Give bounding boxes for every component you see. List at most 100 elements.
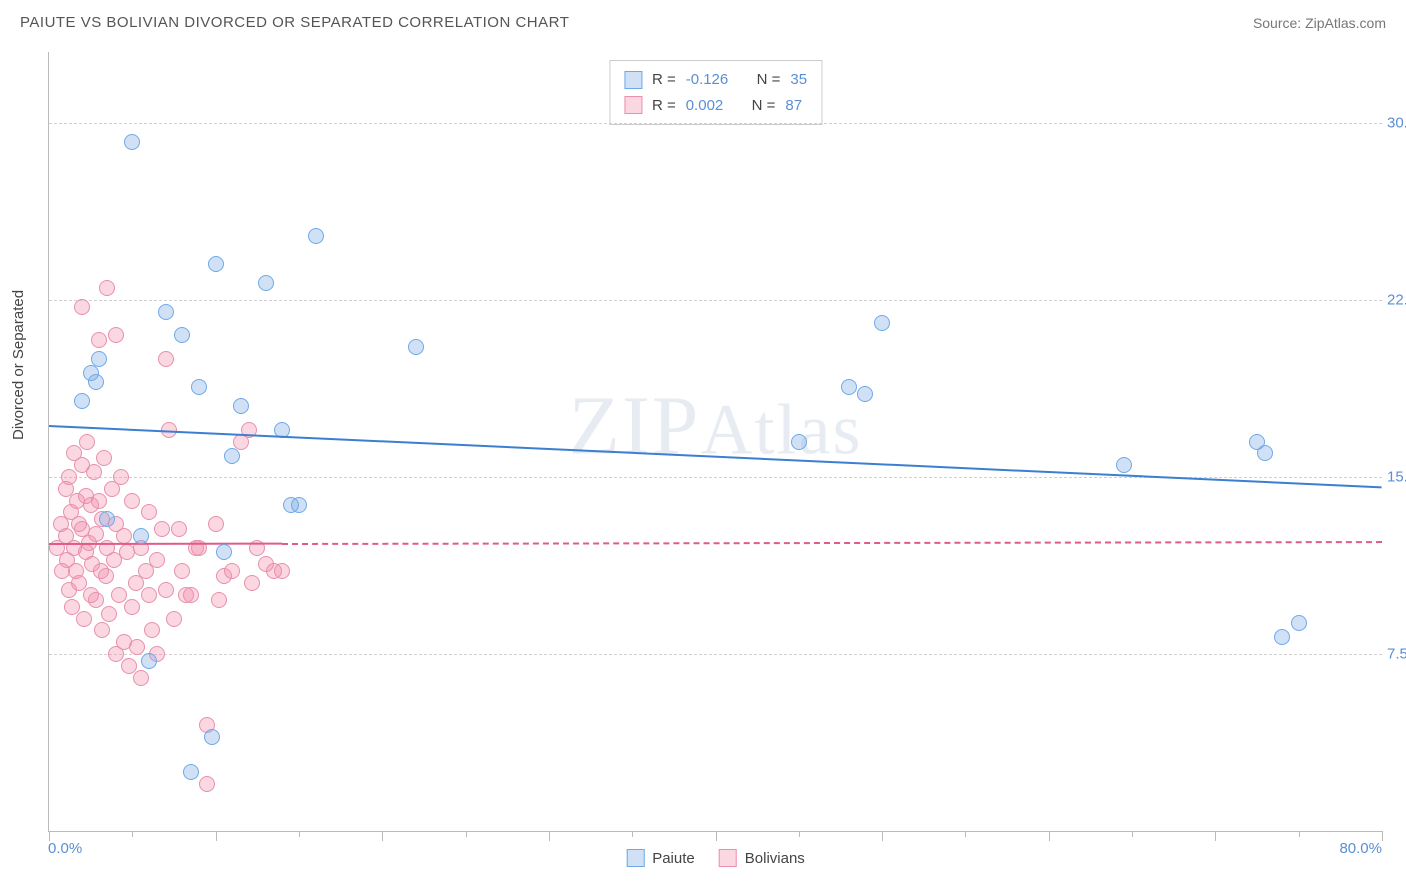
paiute-point — [1291, 615, 1307, 631]
paiute-point — [174, 327, 190, 343]
x-tick-minor — [799, 831, 800, 837]
bolivians-point — [94, 622, 110, 638]
paiute-point — [224, 448, 240, 464]
paiute-point — [258, 275, 274, 291]
source-label: Source: ZipAtlas.com — [1253, 15, 1386, 31]
bolivians-point — [108, 327, 124, 343]
bolivians-point — [154, 521, 170, 537]
paiute-swatch — [624, 71, 642, 89]
bolivians-point — [91, 493, 107, 509]
x-tick-minor — [1299, 831, 1300, 837]
bolivians-point — [61, 469, 77, 485]
x-tick-minor — [965, 831, 966, 837]
bolivians-point — [86, 464, 102, 480]
bolivians-point — [133, 670, 149, 686]
r-label: R = — [652, 93, 676, 119]
paiute-point — [308, 228, 324, 244]
bolivians-point — [79, 434, 95, 450]
x-axis-max-label: 80.0% — [1339, 840, 1382, 857]
bolivians-point — [274, 563, 290, 579]
bolivians-point — [224, 563, 240, 579]
x-tick-minor — [632, 831, 633, 837]
bolivians-point — [96, 450, 112, 466]
bolivians-point — [144, 622, 160, 638]
bolivians-r-value: 0.002 — [686, 93, 724, 119]
gridline — [49, 300, 1382, 301]
paiute-trendline — [49, 425, 1382, 488]
bolivians-swatch — [624, 96, 642, 114]
paiute-point — [183, 764, 199, 780]
paiute-point — [88, 374, 104, 390]
paiute-n-value: 35 — [790, 67, 807, 93]
bolivians-point — [166, 611, 182, 627]
paiute-point — [1257, 445, 1273, 461]
bolivians-point — [99, 280, 115, 296]
bolivians-point — [174, 563, 190, 579]
bolivians-point — [124, 493, 140, 509]
paiute-point — [841, 379, 857, 395]
paiute-point — [857, 386, 873, 402]
scatter-chart: ZIPAtlas R = -0.126 N = 35 R = 0.002 N =… — [48, 52, 1382, 832]
bolivians-point — [111, 587, 127, 603]
paiute-point — [408, 339, 424, 355]
bolivians-point — [244, 575, 260, 591]
paiute-point — [233, 398, 249, 414]
bolivians-point — [158, 351, 174, 367]
y-tick-label: 7.5% — [1387, 645, 1406, 662]
paiute-point — [1116, 457, 1132, 473]
paiute-point — [216, 544, 232, 560]
paiute-point — [158, 304, 174, 320]
bolivians-point — [91, 332, 107, 348]
y-tick-label: 15.0% — [1387, 468, 1406, 485]
paiute-point — [204, 729, 220, 745]
bolivians-point — [141, 504, 157, 520]
paiute-point — [91, 351, 107, 367]
x-tick — [1382, 831, 1383, 841]
paiute-point — [141, 653, 157, 669]
n-label: N = — [752, 93, 776, 119]
bolivians-point — [158, 582, 174, 598]
gridline — [49, 123, 1382, 124]
chart-title: PAIUTE VS BOLIVIAN DIVORCED OR SEPARATED… — [20, 14, 569, 31]
correlation-legend: R = -0.126 N = 35 R = 0.002 N = 87 — [609, 60, 822, 125]
bolivians-point — [124, 599, 140, 615]
paiute-point — [133, 528, 149, 544]
bolivians-point — [74, 299, 90, 315]
x-tick-minor — [299, 831, 300, 837]
paiute-point — [874, 315, 890, 331]
paiute-point — [1274, 629, 1290, 645]
bolivians-trendline-dashed — [282, 541, 1382, 545]
bolivians-point — [116, 528, 132, 544]
bolivians-point — [76, 611, 92, 627]
y-tick-label: 30.0% — [1387, 114, 1406, 131]
bolivians-point — [101, 606, 117, 622]
bolivians-point — [199, 776, 215, 792]
bolivians-point — [129, 639, 145, 655]
x-tick-minor — [1132, 831, 1133, 837]
bolivians-point — [113, 469, 129, 485]
y-axis-title: Divorced or Separated — [10, 290, 27, 440]
n-label: N = — [757, 67, 781, 93]
paiute-point — [124, 134, 140, 150]
y-tick-label: 22.5% — [1387, 291, 1406, 308]
gridline — [49, 654, 1382, 655]
bolivians-point — [138, 563, 154, 579]
bolivians-point — [98, 568, 114, 584]
bolivians-point — [149, 552, 165, 568]
paiute-r-value: -0.126 — [686, 67, 729, 93]
bolivians-trendline — [49, 543, 282, 545]
bolivians-point — [141, 587, 157, 603]
bolivians-point — [211, 592, 227, 608]
x-tick-minor — [466, 831, 467, 837]
paiute-point — [99, 511, 115, 527]
bolivians-point — [183, 587, 199, 603]
paiute-point — [208, 256, 224, 272]
r-label: R = — [652, 67, 676, 93]
bolivians-n-value: 87 — [785, 93, 802, 119]
paiute-point — [291, 497, 307, 513]
x-tick-minor — [132, 831, 133, 837]
paiute-point — [74, 393, 90, 409]
bolivians-point — [208, 516, 224, 532]
bolivians-point — [88, 592, 104, 608]
bolivians-point — [88, 526, 104, 542]
